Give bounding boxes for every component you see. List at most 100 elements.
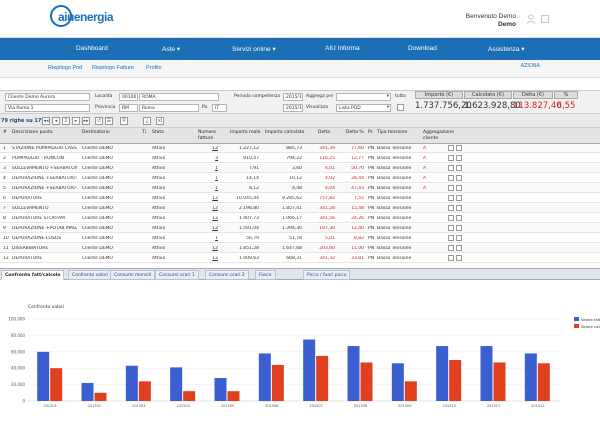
- table-row[interactable]: 6 DEPURATORE Cliente DEMO Attivo 12 10.045,44…: [0, 194, 600, 203]
- user-icon[interactable]: [526, 14, 536, 24]
- table-row[interactable]: 11 DISSABBIATORE Cliente DEMO Attivo 12 1.851…: [0, 244, 600, 253]
- provincia-field[interactable]: RM: [119, 104, 138, 112]
- logout-icon[interactable]: [540, 14, 550, 24]
- col-header-stato[interactable]: Stato: [152, 130, 164, 135]
- table-cell[interactable]: 3: [215, 155, 218, 161]
- table-cell[interactable]: 12: [212, 205, 218, 211]
- tab-picco-fuori-picco[interactable]: Picco / fuori picco: [303, 270, 351, 280]
- col-header-destinatario[interactable]: Destinatario: [82, 130, 110, 135]
- table-cell[interactable]: 1: [215, 235, 218, 241]
- comune-field[interactable]: Roma: [139, 104, 199, 112]
- paese-field[interactable]: IT: [212, 104, 227, 112]
- col-header-delta[interactable]: Delta: [318, 130, 331, 135]
- subnav-riepilogo-pod[interactable]: Riepilogo Pod: [48, 65, 83, 71]
- table-cell[interactable]: 1: [215, 175, 218, 181]
- row-add-button[interactable]: [456, 175, 462, 181]
- row-menu-button[interactable]: [448, 165, 454, 171]
- row-add-button[interactable]: [456, 155, 462, 161]
- city-field[interactable]: ROMA: [139, 93, 219, 101]
- row-menu-button[interactable]: [448, 245, 454, 251]
- client-name-field[interactable]: Cliente Demo Aurora: [5, 93, 90, 101]
- table-row[interactable]: 12 DEPURATORE Cliente DEMO Attivo 12 1.009,63…: [0, 254, 600, 263]
- tab-fasce[interactable]: Fasce: [255, 270, 276, 280]
- col-header-importo-calcolato[interactable]: Importo calcolato: [265, 130, 305, 135]
- search-icon[interactable]: ⚲: [120, 117, 128, 125]
- tutto-checkbox[interactable]: [397, 104, 404, 111]
- table-row[interactable]: 1 STAZIONE POMPAGGIO CASSO Cliente DEMO Att…: [0, 144, 600, 153]
- subnav-profilo[interactable]: Profilo: [146, 65, 162, 71]
- col-header-tipo-tensione[interactable]: Tipo tensione: [377, 130, 408, 135]
- periodo-from-field[interactable]: 2015/1: [283, 93, 303, 101]
- table-cell[interactable]: 1: [215, 185, 218, 191]
- first-page-button[interactable]: ◂◂: [42, 117, 50, 125]
- col-header-aggregazione[interactable]: Aggregazione cliente: [423, 130, 454, 141]
- table-row[interactable]: 2 POMPAGGIO - RONCON Cliente DEMO Attivo 3 91…: [0, 154, 600, 163]
- table-row[interactable]: 5 DEPURAZIONE +SERBATOIO-F Cliente DEMO Att…: [0, 184, 600, 193]
- subnav-riepilogo-fatture[interactable]: Riepilogo Fatture: [92, 65, 134, 71]
- row-menu-button[interactable]: [448, 235, 454, 241]
- row-menu-button[interactable]: [448, 225, 454, 231]
- col-header-index[interactable]: #: [3, 130, 7, 135]
- col-header-delta-percent[interactable]: Delta %: [346, 130, 364, 135]
- row-add-button[interactable]: [456, 225, 462, 231]
- row-add-button[interactable]: [456, 165, 462, 171]
- row-add-button[interactable]: [456, 235, 462, 241]
- visualizza-select[interactable]: Lista POD ▾: [336, 104, 391, 112]
- nav-dashboard[interactable]: Dashboard: [76, 45, 108, 52]
- col-header-numero-fatture[interactable]: Numero fatture: [198, 130, 216, 141]
- nav-aiu-informa[interactable]: AIU Informa: [325, 45, 360, 52]
- row-menu-button[interactable]: [448, 215, 454, 221]
- table-cell[interactable]: 12: [212, 255, 218, 261]
- col-header-descrizione[interactable]: Descrizione punto: [12, 130, 53, 135]
- row-add-button[interactable]: [456, 205, 462, 211]
- table-cell[interactable]: 12: [212, 225, 218, 231]
- row-menu-button[interactable]: [448, 175, 454, 181]
- table-row[interactable]: 3 SOLLEVAMENTO +SERBATOIO-C Cliente DEMO At…: [0, 164, 600, 173]
- nav-assistenza[interactable]: Assistenza ▾: [488, 46, 525, 53]
- row-add-button[interactable]: [456, 145, 462, 151]
- cap-field[interactable]: 00100: [119, 93, 138, 101]
- nav-servizi-online[interactable]: Servizi online ▾: [232, 46, 276, 53]
- excel-icon[interactable]: xl: [156, 117, 164, 125]
- table-cell[interactable]: 12: [212, 215, 218, 221]
- row-add-button[interactable]: [456, 245, 462, 251]
- columns-icon[interactable]: ☰: [105, 117, 113, 125]
- table-row[interactable]: 4 DEPURAZIONE +SERBATOIO-C Cliente DEMO Att…: [0, 174, 600, 183]
- table-row[interactable]: 9 DEPURAZIONE +POTAB MAGAZ Cliente DEMO Att…: [0, 224, 600, 233]
- tab-consumi-orari-1[interactable]: Consumi orari 1: [155, 270, 199, 280]
- table-row[interactable]: 10 DEPURAZIONE-LOSOS Cliente DEMO Attivo 1 56…: [0, 234, 600, 243]
- export-icon[interactable]: ⤓: [143, 117, 151, 125]
- row-add-button[interactable]: [456, 185, 462, 191]
- row-menu-button[interactable]: [448, 145, 454, 151]
- row-menu-button[interactable]: [448, 255, 454, 261]
- row-add-button[interactable]: [456, 215, 462, 221]
- table-cell[interactable]: 12: [212, 195, 218, 201]
- table-cell[interactable]: 12: [212, 245, 218, 251]
- nav-download[interactable]: Download: [408, 45, 437, 52]
- page-number-field[interactable]: 1: [62, 117, 70, 125]
- nav-aste[interactable]: Aste ▾: [162, 46, 181, 53]
- col-header-ti[interactable]: Ti.: [142, 130, 148, 135]
- table-row[interactable]: 8 DEPURATORE STORTAM Cliente DEMO Attivo 12 1…: [0, 214, 600, 223]
- tab-consumi-mensili[interactable]: Consumi mensili: [110, 270, 156, 280]
- tab-consumi-orari-2[interactable]: Consumi orari 2: [205, 270, 249, 280]
- address-field[interactable]: Via Roma 1: [5, 104, 90, 112]
- table-cell[interactable]: 1: [215, 165, 218, 171]
- brand-logo[interactable]: aiuenergia: [50, 5, 114, 27]
- next-page-button[interactable]: ▸: [72, 117, 80, 125]
- periodo-to-field[interactable]: 2015/12: [283, 104, 303, 112]
- table-row[interactable]: 7 SOLLEVAMENTO Cliente DEMO Attivo 12 2.198,8…: [0, 204, 600, 213]
- row-menu-button[interactable]: [448, 195, 454, 201]
- prev-page-button[interactable]: ◂: [52, 117, 60, 125]
- last-page-button[interactable]: ▸▸: [82, 117, 90, 125]
- tab-confronto-fatt-calcolo[interactable]: Confronto fatt/calcolo: [1, 270, 65, 280]
- row-add-button[interactable]: [456, 255, 462, 261]
- col-header-importo-reale[interactable]: Importo reale: [230, 130, 261, 135]
- row-menu-button[interactable]: [448, 185, 454, 191]
- table-cell[interactable]: 12: [212, 145, 218, 151]
- row-menu-button[interactable]: [448, 205, 454, 211]
- row-add-button[interactable]: [456, 195, 462, 201]
- refresh-icon[interactable]: ↺: [95, 117, 103, 125]
- col-header-pr[interactable]: Pr.: [368, 130, 374, 135]
- aggrega-select[interactable]: ▾: [336, 93, 391, 101]
